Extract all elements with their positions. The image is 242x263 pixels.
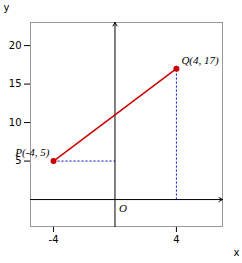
svg-text:5: 5 (15, 155, 22, 167)
svg-text:O: O (119, 202, 127, 214)
svg-text:Q(4, 17): Q(4, 17) (181, 54, 219, 67)
svg-text:4: 4 (173, 234, 179, 245)
svg-text:-4: -4 (49, 234, 59, 245)
svg-text:P(-4, 5): P(-4, 5) (14, 146, 50, 159)
svg-text:15: 15 (9, 78, 22, 89)
svg-text:y: y (4, 2, 10, 13)
svg-text:10: 10 (9, 117, 22, 128)
svg-text:x: x (234, 247, 240, 258)
svg-text:20: 20 (9, 40, 22, 51)
